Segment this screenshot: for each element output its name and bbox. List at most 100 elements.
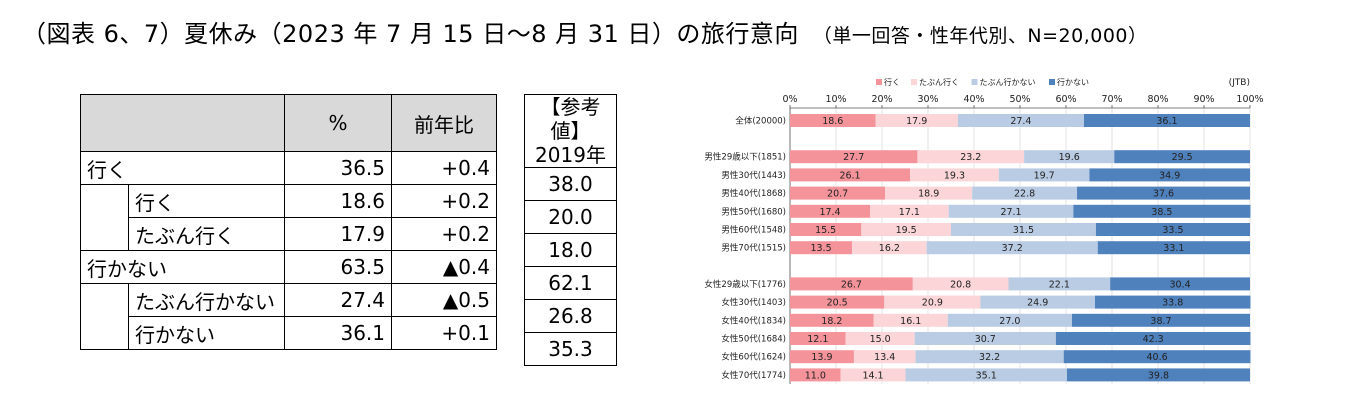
bar-data-label: 24.9 bbox=[1027, 298, 1048, 309]
y-category-label: 男性70代(1515) bbox=[721, 243, 786, 254]
bar-data-label: 34.9 bbox=[1159, 170, 1180, 181]
header-percent: % bbox=[284, 94, 392, 152]
bar-segment bbox=[1073, 204, 1251, 218]
bar-segment bbox=[1110, 277, 1250, 291]
x-tick-label: 0% bbox=[782, 94, 797, 105]
bar-segment bbox=[852, 241, 927, 255]
row-percent: 36.1 bbox=[284, 316, 392, 350]
bar-data-label: 26.7 bbox=[841, 279, 862, 290]
bar-segment bbox=[790, 186, 886, 200]
bar-data-label: 23.2 bbox=[960, 152, 981, 163]
bar-data-label: 38.7 bbox=[1150, 316, 1171, 327]
x-tick-label: 100% bbox=[1236, 94, 1263, 105]
ref-row: 35.3 bbox=[524, 332, 617, 366]
row-percent: 18.6 bbox=[284, 184, 392, 218]
bar-data-label: 17.9 bbox=[906, 116, 927, 127]
ref-row: 38.0 bbox=[524, 167, 617, 201]
row-percent: 17.9 bbox=[284, 217, 392, 251]
x-tick-label: 80% bbox=[1147, 94, 1168, 105]
x-tick-label: 20% bbox=[871, 94, 892, 105]
bar-data-label: 17.1 bbox=[899, 207, 920, 218]
bar-data-label: 18.6 bbox=[822, 116, 843, 127]
row-label-go: 行く bbox=[128, 184, 285, 218]
bar-segment bbox=[1089, 168, 1250, 182]
figure-title: （図表 6、7）夏休み（2023 年 7 月 15 日～8 月 31 日）の旅行… bbox=[22, 14, 1148, 49]
bar-data-label: 27.4 bbox=[1010, 116, 1031, 127]
bar-segment bbox=[790, 114, 876, 127]
bar-data-label: 27.1 bbox=[1000, 207, 1021, 218]
ref-header-line1: 【参考値】 bbox=[540, 95, 601, 143]
bar-segment bbox=[1094, 295, 1251, 309]
y-category-label: 全体(20000) bbox=[735, 116, 786, 127]
bar-data-label: 13.9 bbox=[811, 352, 832, 363]
bar-data-label: 20.8 bbox=[950, 279, 971, 290]
table-header-row: % 前年比 bbox=[80, 94, 497, 152]
bar-data-label: 17.4 bbox=[819, 207, 840, 218]
bar-data-label: 18.9 bbox=[918, 189, 939, 200]
bar-segment bbox=[790, 168, 911, 182]
bar-data-label: 13.4 bbox=[874, 352, 895, 363]
bar-data-label: 20.5 bbox=[827, 298, 848, 309]
row-label-go-total: 行く bbox=[80, 151, 285, 185]
bar-data-label: 33.5 bbox=[1162, 225, 1183, 236]
y-category-label: 男性50代(1680) bbox=[721, 206, 786, 217]
stacked-bar-chart: 行く たぶん行く たぶん行かない 行かない (JTB) 0% 10% 20% 30% 40% 50%… bbox=[704, 77, 1264, 384]
bar-data-label: 20.7 bbox=[827, 189, 848, 200]
bar-segment bbox=[948, 204, 1074, 218]
bar-segment bbox=[790, 368, 841, 382]
bar-segment bbox=[1083, 114, 1250, 127]
y-category-label: 女性30代(1403) bbox=[721, 297, 786, 308]
title-main: （図表 6、7）夏休み（2023 年 7 月 15 日～8 月 31 日）の旅行… bbox=[22, 20, 799, 48]
row-yoy: +0.4 bbox=[391, 151, 497, 185]
y-category-label: 女性60代(1624) bbox=[721, 352, 786, 363]
bar-segment bbox=[1077, 186, 1250, 200]
bar-segment bbox=[972, 186, 1078, 200]
ref-value: 20.0 bbox=[524, 200, 617, 234]
bar-segment bbox=[790, 350, 854, 364]
ref-row: 20.0 bbox=[524, 200, 617, 234]
bar-segment bbox=[875, 114, 958, 127]
bar-data-label: 22.8 bbox=[1014, 189, 1035, 200]
bar-segment bbox=[884, 295, 981, 309]
table-row: 行かない 36.1 +0.1 bbox=[81, 316, 497, 350]
bar-segment bbox=[1008, 277, 1111, 291]
bar-segment bbox=[951, 223, 1096, 236]
bar-data-label: 11.0 bbox=[805, 370, 826, 381]
bar-segment bbox=[790, 204, 871, 218]
bar-data-label: 19.3 bbox=[944, 170, 965, 181]
bar-segment bbox=[840, 368, 906, 382]
y-category-label: 女性40代(1834) bbox=[721, 315, 786, 326]
row-percent: 36.5 bbox=[284, 151, 392, 185]
legend-label-1: たぶん行く bbox=[919, 77, 959, 87]
bar-segment bbox=[1024, 150, 1115, 164]
y-category-label: 男性40代(1868) bbox=[721, 188, 786, 199]
bar-segment bbox=[845, 332, 915, 345]
bar-segment bbox=[905, 368, 1067, 382]
x-tick-label: 10% bbox=[825, 94, 846, 105]
bar-data-label: 33.1 bbox=[1163, 243, 1184, 254]
ref-row: 18.0 bbox=[524, 233, 617, 267]
bar-data-label: 12.1 bbox=[807, 334, 828, 345]
ref-value: 62.1 bbox=[524, 266, 617, 300]
indent-cell bbox=[80, 184, 129, 251]
y-category-label: 女性29歳以下(1776) bbox=[704, 279, 786, 290]
bar-segment bbox=[914, 332, 1056, 345]
bar-data-label: 37.6 bbox=[1153, 189, 1174, 200]
indent-cell bbox=[80, 283, 129, 350]
y-category-label: 男性29歳以下(1851) bbox=[704, 152, 786, 163]
ref-value: 35.3 bbox=[524, 332, 617, 366]
row-yoy: ▲0.4 bbox=[391, 250, 497, 284]
bar-segment bbox=[1066, 368, 1250, 382]
bar-data-label: 31.5 bbox=[1013, 225, 1034, 236]
bar-data-label: 40.6 bbox=[1147, 352, 1168, 363]
bar-data-label: 27.0 bbox=[999, 316, 1020, 327]
bar-data-label: 39.8 bbox=[1148, 370, 1169, 381]
bar-data-label: 42.3 bbox=[1143, 334, 1164, 345]
bar-data-label: 36.1 bbox=[1156, 116, 1177, 127]
bar-segment bbox=[790, 295, 885, 309]
bar-segment bbox=[790, 223, 862, 236]
bar-data-label: 27.7 bbox=[843, 152, 864, 163]
ref-value: 38.0 bbox=[524, 167, 617, 201]
bar-data-label: 15.5 bbox=[815, 225, 836, 236]
legend-swatch-1 bbox=[911, 79, 917, 85]
